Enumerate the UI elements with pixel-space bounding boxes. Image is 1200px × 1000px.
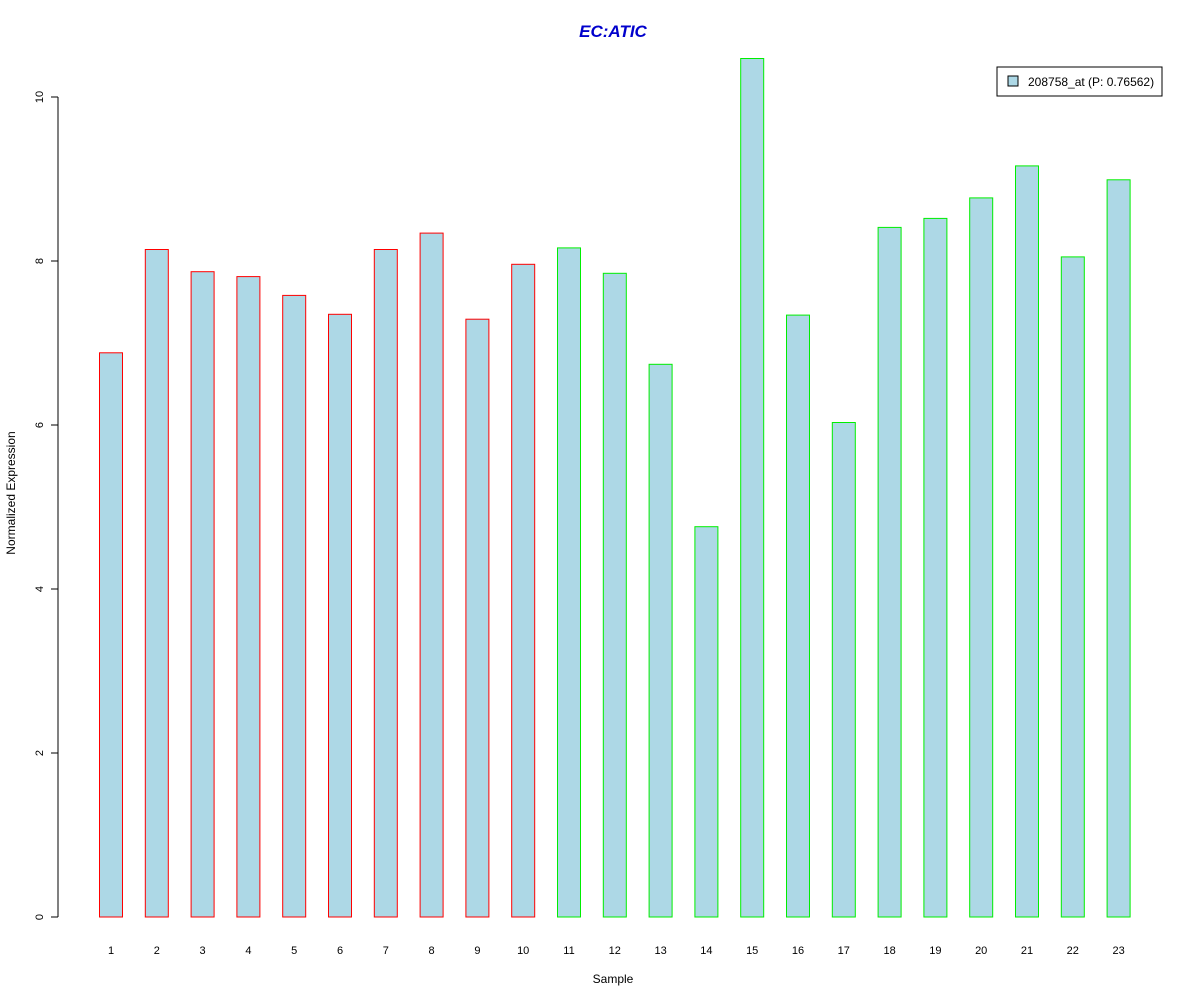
y-axis-title: Normalized Expression [4, 431, 18, 554]
bar-sample-18 [877, 226, 902, 918]
legend: 208758_at (P: 0.76562) [996, 66, 1163, 97]
x-tick-label: 2 [154, 945, 160, 957]
bar-sample-10 [511, 263, 536, 918]
x-tick-label: 7 [383, 945, 389, 957]
x-tick-label: 14 [700, 945, 712, 957]
bar-sample-11 [557, 247, 581, 918]
bars [99, 58, 1131, 918]
x-tick-label: 20 [975, 945, 987, 957]
y-tick-label: 2 [34, 750, 46, 756]
bar-sample-7 [373, 249, 398, 918]
y-tick-label: 10 [34, 91, 46, 103]
bar-sample-2 [144, 249, 169, 918]
x-tick-label: 18 [883, 945, 895, 957]
chart-title: EC:ATIC [579, 22, 647, 41]
x-tick-label: 1 [108, 945, 114, 957]
x-axis-title: Sample [593, 972, 634, 986]
x-tick-label: 16 [792, 945, 804, 957]
x-tick-label: 22 [1067, 945, 1079, 957]
bar-sample-8 [419, 232, 444, 918]
bar-sample-3 [190, 271, 215, 918]
bar-sample-12 [602, 272, 627, 918]
bar-sample-19 [923, 217, 948, 918]
bar-sample-23 [1106, 179, 1131, 918]
bar-sample-17 [831, 422, 856, 918]
x-tick-label: 12 [609, 945, 621, 957]
x-tick-label: 23 [1112, 945, 1124, 957]
x-tick-label: 5 [291, 945, 297, 957]
bar-sample-1 [99, 352, 123, 918]
x-tick-label: 9 [474, 945, 480, 957]
bar-sample-14 [694, 526, 719, 918]
legend-box [996, 66, 1163, 97]
x-tick-label: 15 [746, 945, 758, 957]
y-tick-label: 4 [34, 586, 46, 592]
x-tick-label: 17 [838, 945, 850, 957]
x-tick-label: 3 [200, 945, 206, 957]
bar-sample-16 [786, 314, 810, 918]
legend-label: 208758_at (P: 0.76562) [1028, 75, 1154, 89]
bar-sample-4 [236, 276, 261, 918]
x-tick-label: 4 [245, 945, 251, 957]
bar-sample-13 [648, 363, 673, 918]
x-tick-label: 11 [563, 945, 574, 957]
bar-sample-15 [740, 58, 765, 918]
x-tick-label: 13 [654, 945, 666, 957]
x-tick-label: 21 [1021, 945, 1033, 957]
bar-sample-22 [1060, 256, 1085, 918]
bar-sample-9 [465, 318, 490, 918]
x-axis-tick-labels: 1 2 3 4 5 6 7 8 9 10 11 12 13 14 15 16 17 18 19 20 21 22 23 [108, 945, 1125, 957]
bar-sample-5 [282, 294, 307, 918]
y-tick-label: 0 [34, 914, 46, 920]
x-tick-label: 10 [517, 945, 529, 957]
bar-sample-21 [1015, 165, 1039, 918]
y-tick-label: 8 [34, 258, 46, 264]
legend-swatch [1007, 75, 1019, 87]
x-tick-label: 6 [337, 945, 343, 957]
y-axis: 0 2 4 6 8 10 [34, 91, 59, 920]
y-tick-label: 6 [34, 422, 46, 428]
bar-sample-6 [328, 313, 352, 918]
bar-sample-20 [969, 197, 994, 918]
x-tick-label: 8 [429, 945, 435, 957]
x-tick-label: 19 [929, 945, 941, 957]
